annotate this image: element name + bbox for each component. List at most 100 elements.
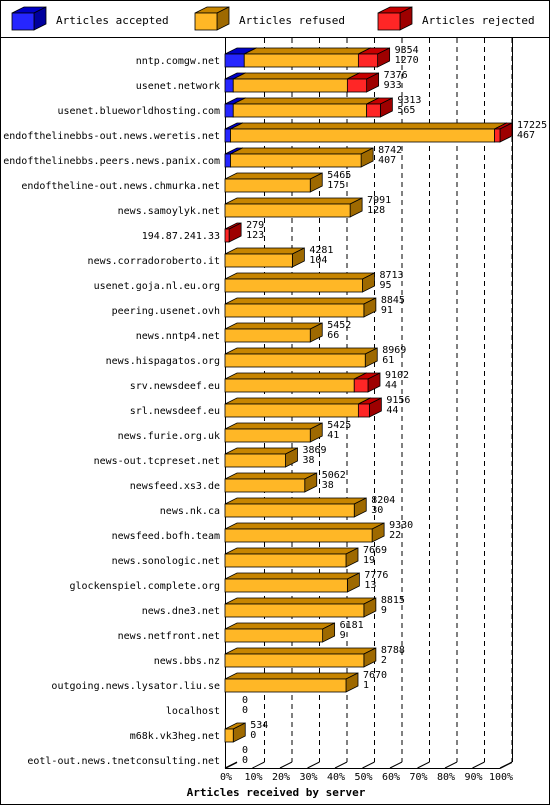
bar-refused-9 (224, 247, 305, 268)
x-tick-label-0: 0% (220, 772, 232, 783)
bar-refused-4 (230, 122, 507, 143)
x-tick-10 (499, 761, 513, 769)
bar-refused-3-front (232, 103, 368, 118)
bar-value-top-17: 3869 (303, 445, 327, 456)
bar-value-bottom-10: 95 (380, 280, 392, 291)
y-label-15: srl.newsdeef.eu (130, 406, 220, 417)
y-label-19: news.nk.ca (160, 506, 220, 517)
bar-refused-19 (224, 497, 367, 518)
bar-rejected-3-front (366, 103, 381, 118)
y-label-22: glockenspiel.complete.org (69, 581, 220, 592)
legend-swatch-2-front (194, 12, 218, 31)
y-label-29: eotl-out.news.tnetconsulting.net (27, 756, 220, 767)
bar-value-top-4: 17225 (517, 120, 547, 131)
bar-value-bottom-13: 61 (382, 355, 394, 366)
bar-value-top-7: 7991 (367, 195, 391, 206)
bar-refused-23-front (224, 603, 365, 618)
bar-refused-5-top (230, 147, 374, 155)
legend-swatch-1-front (11, 12, 35, 31)
bar-value-top-5: 8742 (378, 145, 402, 156)
bar-refused-20-top (224, 522, 385, 530)
bar-value-top-18: 5062 (322, 470, 346, 481)
legend-swatch-3 (377, 6, 413, 31)
bar-refused-6 (224, 172, 323, 193)
x-tick-label-1: 10% (244, 772, 262, 783)
y-axis-labels: nntp.comgw.net usenet.network usenet.bluew… (3, 56, 220, 767)
x-tick-label-4: 40% (327, 772, 345, 783)
bar-value-bottom-7: 128 (367, 205, 385, 216)
bar-refused-21-front (224, 553, 347, 568)
bar-value-top-26: 7670 (363, 670, 387, 681)
bar-value-bottom-21: 19 (363, 555, 375, 566)
bar-refused-7 (224, 197, 363, 218)
x-tick-4 (334, 761, 348, 769)
bar-value-top-22: 7776 (364, 570, 388, 581)
bar-refused-12-front (224, 328, 311, 343)
bar-refused-17 (224, 447, 298, 468)
bar-refused-1-front (243, 53, 359, 68)
bar-value-bottom-12: 66 (327, 330, 339, 341)
bar-value-top-8: 279 (246, 220, 264, 231)
bar-value-bottom-11: 91 (381, 305, 393, 316)
bar-accepted-2-front (224, 78, 234, 93)
bar-refused-10-front (224, 278, 363, 293)
bar-refused-10-top (224, 272, 375, 280)
bar-refused-7-top (224, 197, 363, 205)
bar-refused-7-front (224, 203, 351, 218)
bar-value-bottom-28: 0 (250, 730, 256, 741)
bar-accepted-3-front (224, 103, 234, 118)
bar-refused-15-front (224, 403, 359, 418)
bar-refused-11-top (224, 297, 377, 305)
bar-refused-11-front (224, 303, 365, 318)
legend-label-1: Articles accepted (56, 14, 169, 27)
bar-refused-10 (224, 272, 375, 293)
bar-refused-16-top (224, 422, 323, 430)
bar-value-bottom-8: 123 (246, 230, 264, 241)
y-label-12: news.nntp4.net (136, 331, 220, 342)
x-tick-8 (444, 761, 458, 769)
bar-refused-18-front (224, 478, 306, 493)
bar-rejected-8-front (224, 228, 230, 243)
bar-value-bottom-4: 467 (517, 130, 535, 141)
bar-refused-26-front (224, 678, 347, 693)
bar-value-bottom-9: 104 (309, 255, 327, 266)
bar-accepted-4-front (224, 128, 231, 143)
y-label-27: localhost (166, 706, 220, 717)
bar-refused-13 (224, 347, 378, 368)
bar-value-bottom-16: 41 (327, 430, 339, 441)
y-label-17: news-out.tcpreset.net (94, 456, 220, 467)
x-tick-0 (224, 761, 238, 769)
bar-value-bottom-29: 0 (242, 755, 248, 766)
bar-refused-4-front (230, 128, 495, 143)
x-tick-3 (307, 761, 320, 769)
bar-value-top-19: 8204 (371, 495, 395, 506)
bar-rejected-15 (357, 397, 382, 418)
bar-refused-13-front (224, 353, 366, 368)
bar-value-top-2: 7376 (384, 70, 408, 81)
bar-value-top-12: 5452 (327, 320, 351, 331)
x-tick-5 (362, 761, 375, 769)
bar-refused-24-top (224, 622, 335, 630)
bar-refused-21-top (224, 547, 359, 555)
bar-group-27: 00 (242, 695, 248, 716)
y-label-14: srv.newsdeef.eu (130, 381, 220, 392)
bar-value-bottom-27: 0 (242, 705, 248, 716)
bar-value-top-3: 9313 (397, 95, 421, 106)
bar-value-bottom-19: 30 (371, 505, 383, 516)
bar-value-top-14: 9102 (385, 370, 409, 381)
bar-value-top-25: 8788 (381, 645, 405, 656)
bar-value-top-24: 6181 (340, 620, 364, 631)
bar-refused-23-top (224, 597, 377, 605)
bar-value-bottom-17: 38 (303, 455, 315, 466)
